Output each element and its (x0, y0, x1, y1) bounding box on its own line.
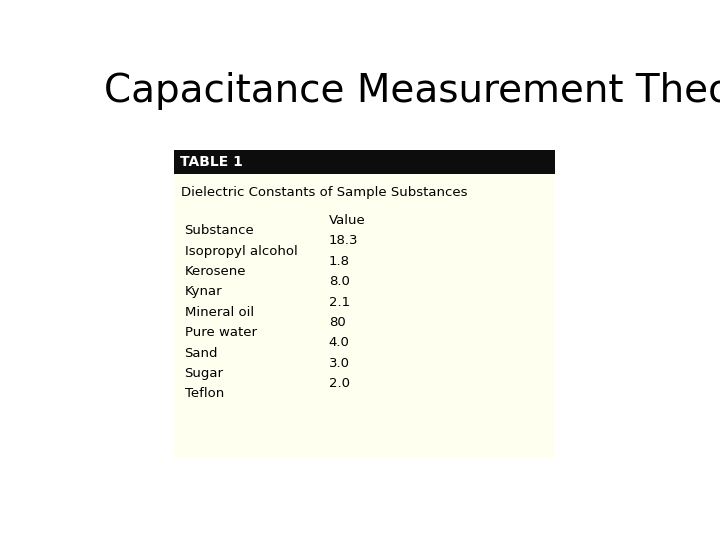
Text: Teflon: Teflon (184, 387, 224, 401)
Text: Substance: Substance (184, 224, 254, 237)
Text: 1.8: 1.8 (329, 255, 350, 268)
FancyBboxPatch shape (174, 150, 555, 457)
Text: Pure water: Pure water (184, 326, 256, 339)
Text: Capacitance Measurement Theory: Capacitance Measurement Theory (104, 72, 720, 111)
Text: Dielectric Constants of Sample Substances: Dielectric Constants of Sample Substance… (181, 186, 468, 199)
Text: Value: Value (329, 214, 366, 227)
Text: 3.0: 3.0 (329, 357, 350, 370)
Text: 2.0: 2.0 (329, 377, 350, 390)
Text: TABLE 1: TABLE 1 (180, 155, 243, 169)
Text: 4.0: 4.0 (329, 336, 350, 349)
FancyBboxPatch shape (174, 150, 555, 174)
Text: Kerosene: Kerosene (184, 265, 246, 278)
Text: Isopropyl alcohol: Isopropyl alcohol (184, 245, 297, 258)
Text: 80: 80 (329, 316, 346, 329)
Text: Sugar: Sugar (184, 367, 223, 380)
Text: 2.1: 2.1 (329, 295, 350, 308)
Text: 8.0: 8.0 (329, 275, 350, 288)
Text: Sand: Sand (184, 347, 218, 360)
Text: 18.3: 18.3 (329, 234, 359, 247)
Text: Kynar: Kynar (184, 286, 222, 299)
Text: Mineral oil: Mineral oil (184, 306, 253, 319)
